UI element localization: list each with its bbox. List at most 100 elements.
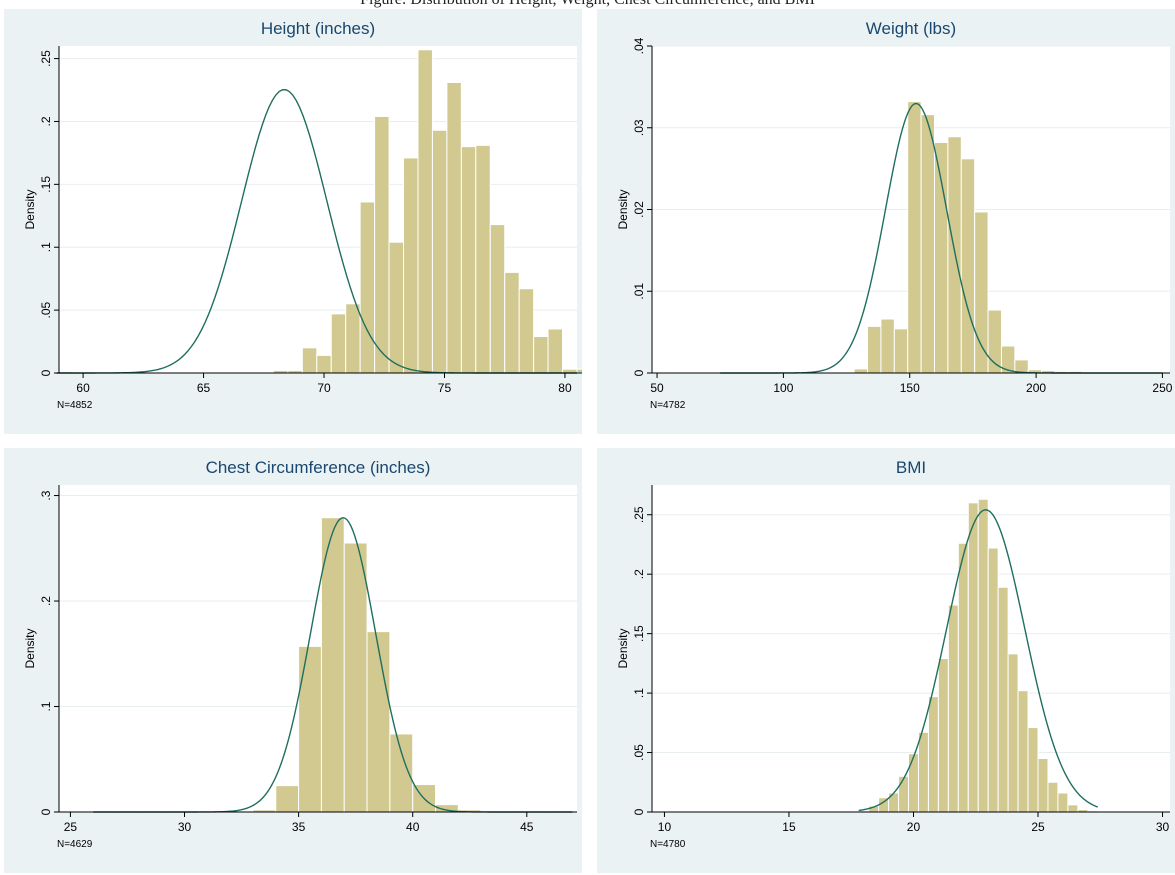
x-tick-label: 150 bbox=[900, 381, 920, 395]
histogram-bar bbox=[343, 542, 368, 813]
histogram-bar bbox=[576, 368, 582, 374]
y-axis-label: Density bbox=[616, 189, 630, 229]
x-tick-label: 65 bbox=[197, 381, 211, 395]
x-tick-label: 30 bbox=[178, 820, 192, 834]
histogram-bar bbox=[880, 318, 895, 374]
histogram-bar bbox=[960, 158, 976, 374]
y-tick-label: .25 bbox=[632, 506, 646, 523]
histogram-bar bbox=[1027, 727, 1039, 813]
histogram-bar bbox=[417, 49, 433, 374]
histogram-bar bbox=[867, 325, 882, 374]
histogram-bar bbox=[374, 115, 390, 374]
histogram-bar bbox=[967, 502, 979, 813]
histogram-bar bbox=[316, 354, 332, 374]
histogram-bar bbox=[359, 201, 376, 374]
x-tick-label: 75 bbox=[438, 381, 452, 395]
y-tick-label: .05 bbox=[39, 301, 53, 318]
y-tick-label: .1 bbox=[39, 242, 53, 252]
bmi-histogram: 0 .05 .1 .15 .2 .25 10 15 20 25 30 BMI Density N=4780 bbox=[616, 458, 1170, 850]
x-tick-label: 30 bbox=[1156, 820, 1170, 834]
x-tick-label: 70 bbox=[317, 381, 331, 395]
histogram-bar bbox=[504, 271, 520, 374]
histogram-bar bbox=[888, 792, 900, 813]
sample-size-note: N=4782 bbox=[650, 400, 686, 411]
y-tick-label: 0 bbox=[39, 808, 53, 815]
x-tick-label: 35 bbox=[292, 820, 306, 834]
histogram-bar bbox=[893, 328, 909, 374]
x-tick-label: 15 bbox=[782, 820, 796, 834]
histogram-bar bbox=[533, 336, 549, 374]
y-tick-label: .1 bbox=[632, 688, 646, 698]
histogram-bar bbox=[933, 141, 949, 374]
y-tick-label: .3 bbox=[39, 490, 53, 500]
histogram-bar bbox=[1067, 804, 1079, 813]
y-tick-label: 0 bbox=[39, 369, 53, 376]
x-tick-label: 80 bbox=[558, 381, 572, 395]
histogram-bar bbox=[1014, 359, 1029, 374]
histogram-bar bbox=[403, 157, 419, 374]
x-tick-label: 50 bbox=[650, 381, 664, 395]
x-tick-label: 60 bbox=[76, 381, 90, 395]
histogram-bar bbox=[345, 303, 361, 374]
y-tick-label: 0 bbox=[632, 808, 646, 815]
histogram-bar bbox=[917, 731, 929, 813]
histogram-bar bbox=[547, 328, 564, 374]
x-tick-label: 100 bbox=[773, 381, 793, 395]
histogram-bar bbox=[366, 631, 391, 813]
x-tick-label: 25 bbox=[64, 820, 78, 834]
histogram-bar bbox=[518, 288, 535, 374]
histogram-bar bbox=[475, 144, 491, 374]
histogram-bar bbox=[927, 696, 939, 813]
y-tick-label: .05 bbox=[632, 744, 646, 761]
histogram-bar bbox=[997, 586, 1009, 813]
y-tick-label: .02 bbox=[632, 201, 646, 218]
histogram-bar bbox=[920, 114, 935, 374]
histogram-bar bbox=[947, 604, 959, 813]
y-tick-label: .2 bbox=[39, 596, 53, 606]
histogram-bar bbox=[330, 313, 347, 374]
x-tick-label: 20 bbox=[907, 820, 921, 834]
y-tick-label: .15 bbox=[39, 176, 53, 193]
histogram-bar bbox=[908, 753, 919, 813]
histogram-bar bbox=[388, 241, 405, 374]
histogram-bar bbox=[987, 547, 999, 813]
histogram-bar bbox=[1057, 792, 1069, 813]
histogram-bar bbox=[947, 136, 962, 374]
histogram-bar bbox=[937, 658, 949, 813]
y-tick-label: .25 bbox=[39, 50, 53, 67]
chart-title: Weight (lbs) bbox=[866, 19, 956, 38]
y-axis-label: Density bbox=[23, 189, 37, 229]
histogram-bar bbox=[974, 211, 989, 374]
weight-histogram: 0 .01 .02 .03 .04 50 100 150 200 250 Weight (lbs) D… bbox=[616, 19, 1173, 411]
chest-histogram: 0 .1 .2 .3 25 30 35 40 45 Chest Circumference (in… bbox=[23, 458, 577, 850]
bmi-histogram-panel: 0 .05 .1 .15 .2 .25 10 15 20 25 30 BMI Density N=4780 bbox=[597, 448, 1175, 873]
y-tick-label: 0 bbox=[632, 369, 646, 376]
y-tick-label: .2 bbox=[632, 569, 646, 579]
chart-title: BMI bbox=[896, 458, 926, 477]
y-tick-label: .01 bbox=[632, 283, 646, 300]
x-tick-label: 40 bbox=[406, 820, 420, 834]
histogram-bar bbox=[446, 81, 462, 374]
chart-title: Height (inches) bbox=[261, 19, 375, 38]
histogram-bar bbox=[957, 542, 969, 813]
x-tick-label: 25 bbox=[1031, 820, 1045, 834]
y-axis-label: Density bbox=[616, 628, 630, 668]
histogram-bar bbox=[301, 347, 318, 374]
histogram-bar bbox=[907, 101, 922, 374]
sample-size-note: N=4629 bbox=[57, 839, 93, 850]
histogram-bar bbox=[1007, 653, 1019, 813]
histogram-bar bbox=[1017, 690, 1029, 813]
x-tick-label: 45 bbox=[520, 820, 534, 834]
x-tick-label: 200 bbox=[1026, 381, 1046, 395]
y-axis-label: Density bbox=[23, 628, 37, 668]
y-tick-label: .03 bbox=[632, 119, 646, 136]
histogram-bar bbox=[298, 645, 322, 813]
figure-caption: Figure: Distribution of Height, Weight, … bbox=[0, 0, 1175, 9]
y-tick-label: .2 bbox=[39, 116, 53, 126]
x-tick-label: 10 bbox=[658, 820, 672, 834]
sample-size-note: N=4852 bbox=[57, 400, 93, 411]
histogram-bar bbox=[898, 775, 910, 813]
y-tick-label: .15 bbox=[632, 625, 646, 642]
chest-histogram-panel: 0 .1 .2 .3 25 30 35 40 45 Chest Circumference (in… bbox=[4, 448, 582, 873]
histogram-bar bbox=[275, 785, 300, 813]
